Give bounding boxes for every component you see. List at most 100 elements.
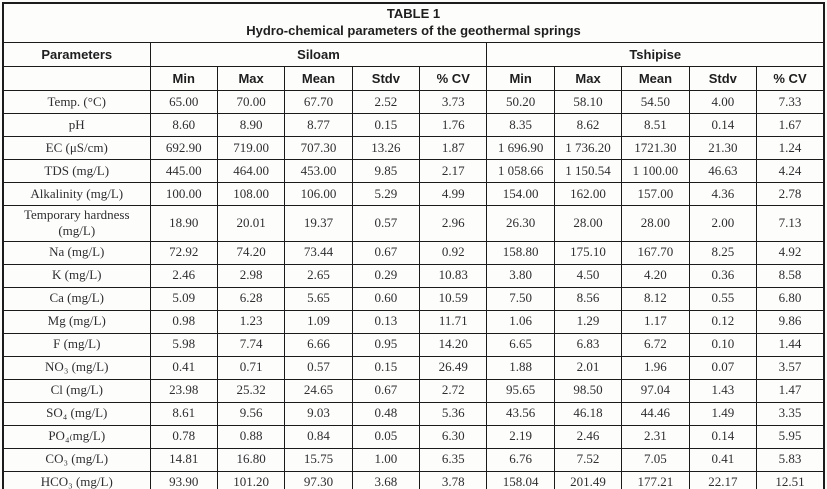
tshipise-min-value-cell: 43.56 xyxy=(486,401,555,426)
siloam-mean-value-cell: 67.70 xyxy=(284,90,353,114)
siloam-mean-value-cell: 2.65 xyxy=(284,263,353,288)
table-row: SO₄ (mg/L) 8.61 9.56 9.03 0.48 5.36 43.56 46.18… xyxy=(2,401,825,426)
siloam-mean-value-cell: 6.66 xyxy=(284,332,353,357)
siloam-stdv-value-cell: 0.13 xyxy=(351,309,421,334)
table-row: Na (mg/L) 72.92 74.20 73.44 0.67 0.92 158.80 17… xyxy=(2,240,825,265)
tshipise-max-value-cell: 7.52 xyxy=(553,447,623,472)
table-row: pH 8.60 8.90 8.77 0.15 1.76 8.35 8.62 8.51 0.14 1.… xyxy=(2,113,825,137)
param-cell: Temporary hardness (mg/L) xyxy=(2,205,151,242)
siloam-mean-value-cell: 8.77 xyxy=(284,113,353,137)
table-number: TABLE 1 xyxy=(386,6,441,22)
tshipise-min-value-cell: 6.76 xyxy=(486,447,555,472)
siloam-stdv-value-cell: 0.05 xyxy=(351,424,421,449)
siloam-mean-value-cell: 9.03 xyxy=(284,401,353,426)
table-row: EC (μS/cm) 692.90 719.00 707.30 13.26 1.87 1 6… xyxy=(2,136,825,160)
tshipise-max-value-cell: 175.10 xyxy=(553,240,623,265)
tshipise-min-value-cell: 1.88 xyxy=(486,355,555,380)
tshipise-mean-value-cell: 6.72 xyxy=(621,332,690,357)
param-cell: pH xyxy=(2,113,151,137)
param-cell: Cl (mg/L) xyxy=(2,378,151,403)
siloam-min-value-cell: 5.98 xyxy=(149,332,218,357)
group-header-row: Parameters Siloam Tshipise xyxy=(2,42,825,67)
siloam-cv-value-cell: 3.78 xyxy=(419,470,488,489)
siloam-mean-value-cell: 73.44 xyxy=(284,240,353,265)
siloam-mean-value-cell: 1.09 xyxy=(284,309,353,334)
tshipise-mean-value-cell: 1.96 xyxy=(621,355,690,380)
siloam-max-value-cell: 0.88 xyxy=(216,424,286,449)
tshipise-mean-value-cell: 1 100.00 xyxy=(621,159,690,183)
siloam-max-value-cell: 74.20 xyxy=(216,240,286,265)
tshipise-stdv-value-cell: 4.00 xyxy=(688,90,758,114)
siloam-min-value-cell: 18.90 xyxy=(149,205,218,242)
tshipise-cv-value-cell: 9.86 xyxy=(756,309,825,334)
siloam-mean-header: Mean xyxy=(284,66,353,91)
siloam-cv-value-cell: 2.17 xyxy=(419,159,488,183)
tshipise-stdv-value-cell: 0.41 xyxy=(688,447,758,472)
tshipise-stdv-value-cell: 0.36 xyxy=(688,263,758,288)
table-row: HCO₃ (mg/L) 93.90 101.20 97.30 3.68 3.78 158.0… xyxy=(2,470,825,489)
tshipise-mean-value-cell: 1721.30 xyxy=(621,136,690,160)
tshipise-cv-value-cell: 7.33 xyxy=(756,90,825,114)
siloam-mean-value-cell: 97.30 xyxy=(284,470,353,489)
tshipise-stdv-value-cell: 21.30 xyxy=(688,136,758,160)
tshipise-cv-value-cell: 3.35 xyxy=(756,401,825,426)
siloam-min-value-cell: 5.09 xyxy=(149,286,218,311)
tshipise-min-value-cell: 1.06 xyxy=(486,309,555,334)
group-header-tshipise: Tshipise xyxy=(486,42,825,67)
tshipise-mean-value-cell: 8.12 xyxy=(621,286,690,311)
tshipise-stdv-value-cell: 2.00 xyxy=(688,205,758,242)
param-cell: Mg (mg/L) xyxy=(2,309,151,334)
tshipise-mean-value-cell: 54.50 xyxy=(621,90,690,114)
param-cell: HCO₃ (mg/L) xyxy=(2,470,151,489)
siloam-max-value-cell: 9.56 xyxy=(216,401,286,426)
siloam-stdv-value-cell: 0.67 xyxy=(351,240,421,265)
tshipise-max-header: Max xyxy=(553,66,623,91)
siloam-cv-value-cell: 2.72 xyxy=(419,378,488,403)
siloam-mean-value-cell: 15.75 xyxy=(284,447,353,472)
param-cell: SO₄ (mg/L) xyxy=(2,401,151,426)
param-cell: F (mg/L) xyxy=(2,332,151,357)
siloam-max-value-cell: 70.00 xyxy=(216,90,286,114)
tshipise-cv-value-cell: 5.83 xyxy=(756,447,825,472)
siloam-min-value-cell: 2.46 xyxy=(149,263,218,288)
table-title-row: TABLE 1 Hydro-chemical parameters of the… xyxy=(2,2,825,43)
siloam-stdv-value-cell: 0.57 xyxy=(351,205,421,242)
siloam-max-value-cell: 464.00 xyxy=(216,159,286,183)
tshipise-cv-value-cell: 5.95 xyxy=(756,424,825,449)
tshipise-min-value-cell: 95.65 xyxy=(486,378,555,403)
siloam-stdv-value-cell: 0.67 xyxy=(351,378,421,403)
tshipise-max-value-cell: 1.29 xyxy=(553,309,623,334)
tshipise-max-value-cell: 1 736.20 xyxy=(553,136,623,160)
siloam-stdv-value-cell: 0.15 xyxy=(351,113,421,137)
tshipise-cv-value-cell: 3.57 xyxy=(756,355,825,380)
param-cell: TDS (mg/L) xyxy=(2,159,151,183)
tshipise-stdv-value-cell: 0.55 xyxy=(688,286,758,311)
param-cell: K (mg/L) xyxy=(2,263,151,288)
siloam-cv-value-cell: 5.36 xyxy=(419,401,488,426)
tshipise-mean-value-cell: 4.20 xyxy=(621,263,690,288)
tshipise-mean-header: Mean xyxy=(621,66,690,91)
siloam-max-value-cell: 101.20 xyxy=(216,470,286,489)
tshipise-mean-value-cell: 2.31 xyxy=(621,424,690,449)
tshipise-cv-value-cell: 8.58 xyxy=(756,263,825,288)
siloam-stdv-value-cell: 0.29 xyxy=(351,263,421,288)
siloam-cv-value-cell: 1.76 xyxy=(419,113,488,137)
table-title-cell: TABLE 1 Hydro-chemical parameters of the… xyxy=(2,2,825,43)
table-row: Ca (mg/L) 5.09 6.28 5.65 0.60 10.59 7.50 8.56 8.… xyxy=(2,286,825,311)
siloam-max-value-cell: 25.32 xyxy=(216,378,286,403)
tshipise-cv-value-cell: 7.13 xyxy=(756,205,825,242)
tshipise-mean-value-cell: 7.05 xyxy=(621,447,690,472)
tshipise-mean-value-cell: 167.70 xyxy=(621,240,690,265)
tshipise-min-value-cell: 1 696.90 xyxy=(486,136,555,160)
siloam-min-value-cell: 0.98 xyxy=(149,309,218,334)
siloam-min-value-cell: 692.90 xyxy=(149,136,218,160)
table-title: Hydro-chemical parameters of the geother… xyxy=(246,23,581,38)
siloam-mean-value-cell: 5.65 xyxy=(284,286,353,311)
tshipise-cv-value-cell: 12.51 xyxy=(756,470,825,489)
siloam-cv-value-cell: 4.99 xyxy=(419,182,488,206)
param-cell: NO₃ (mg/L) xyxy=(2,355,151,380)
siloam-max-value-cell: 20.01 xyxy=(216,205,286,242)
tshipise-min-value-cell: 154.00 xyxy=(486,182,555,206)
siloam-cv-value-cell: 2.96 xyxy=(419,205,488,242)
tshipise-mean-value-cell: 28.00 xyxy=(621,205,690,242)
